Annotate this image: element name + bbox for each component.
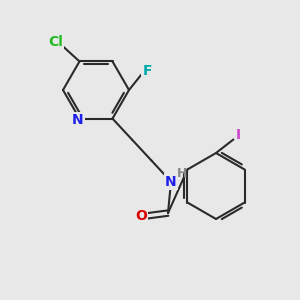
Text: Cl: Cl	[48, 35, 63, 49]
Text: O: O	[135, 209, 147, 223]
Text: F: F	[142, 64, 152, 77]
Text: H: H	[177, 167, 188, 180]
Text: N: N	[165, 175, 177, 189]
Text: N: N	[72, 113, 84, 127]
Text: I: I	[236, 128, 241, 142]
